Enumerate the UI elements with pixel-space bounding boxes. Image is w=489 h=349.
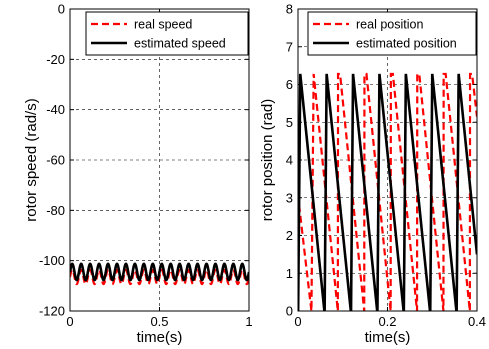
legend-box (85, 11, 249, 56)
x-tick-label: 0.2 (378, 314, 396, 329)
y-tick-label: 0 (58, 2, 65, 17)
y-tick-label: -80 (46, 203, 65, 218)
y-tick-label: 3 (286, 190, 293, 205)
series-line-real-position (298, 72, 477, 311)
y-tick-label: -60 (46, 153, 65, 168)
legend-label: real speed (134, 18, 192, 32)
y-tick-label: -20 (46, 52, 65, 67)
x-tick-label: 1 (245, 314, 252, 329)
y-tick-label: -120 (39, 304, 65, 319)
series-line-estimated-speed (70, 262, 249, 282)
y-tick-label: -100 (39, 253, 65, 268)
x-axis-label: time(s) (137, 329, 183, 346)
legend-label: estimated position (356, 37, 457, 51)
y-tick-label: 6 (286, 77, 293, 92)
y-tick-label: 1 (286, 266, 293, 281)
ticks: 0 1 2 3 4 5 6 7 8 0 0.2 0.4 (286, 2, 486, 330)
x-axis-label: time(s) (365, 329, 411, 346)
position-chart: 0 1 2 3 4 5 6 7 8 0 0.2 0.4 time(s) rotor position (r… (259, 2, 486, 347)
legend-box (307, 11, 477, 56)
x-tick-label: 0.4 (468, 314, 486, 329)
y-tick-label: 2 (286, 228, 293, 243)
y-axis-label: rotor speed (rad/s) (23, 98, 40, 221)
y-tick-label: -40 (46, 102, 65, 117)
legend-label: real position (356, 18, 423, 32)
x-tick-label: 0 (66, 314, 73, 329)
series-group (298, 72, 477, 311)
y-tick-label: 7 (286, 39, 293, 54)
legend: real position estimated position (307, 11, 477, 56)
x-tick-label: 0 (294, 314, 301, 329)
series-group (70, 262, 249, 286)
x-tick-label: 0.5 (150, 314, 168, 329)
grid-lines (70, 9, 249, 311)
ticks: -120 -100 -80 -60 -40 -20 0 0 0.5 1 (39, 2, 253, 330)
y-tick-label: 4 (286, 153, 293, 168)
y-axis-label: rotor position (rad) (259, 99, 276, 222)
y-tick-label: 5 (286, 115, 293, 130)
y-tick-label: 8 (286, 2, 293, 17)
y-tick-label: 0 (286, 304, 293, 319)
speed-chart: -120 -100 -80 -60 -40 -20 0 0 0.5 1 time(s) rotor s… (23, 2, 253, 347)
legend-label: estimated speed (134, 37, 226, 51)
series-line-estimated-position (298, 73, 477, 311)
legend: real speed estimated speed (85, 11, 249, 56)
